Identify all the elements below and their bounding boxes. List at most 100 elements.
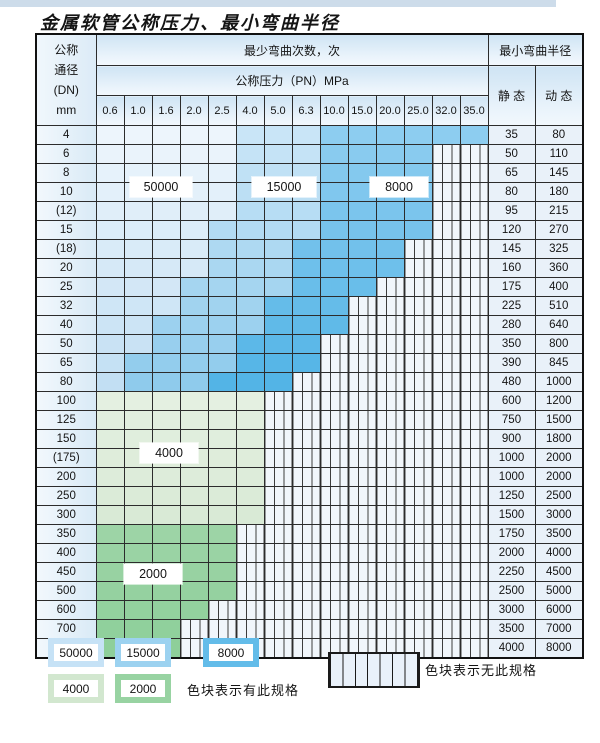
pressure-cell-8000 <box>319 163 349 183</box>
dynamic-cell: 510 <box>534 296 584 316</box>
pressure-cell-4000 <box>151 391 181 411</box>
pressure-cell-nospec <box>319 619 349 639</box>
legend-swatch-50000: 50000 <box>48 638 104 667</box>
pressure-cell-4000 <box>235 429 265 449</box>
pressure-cell-nospec <box>291 581 321 601</box>
pressure-cell-nospec <box>375 315 405 335</box>
header-pressure: 公称压力（PN）MPa <box>95 65 489 96</box>
pressure-cell-8000 <box>375 201 405 221</box>
static-cell: 1750 <box>487 524 536 544</box>
pressure-cell-nospec <box>375 486 405 506</box>
pressure-cell-nospec <box>375 467 405 487</box>
pressure-cell-nospec <box>459 201 489 221</box>
pressure-cell-nospec <box>235 619 265 639</box>
pressure-cell-15000 <box>179 334 209 354</box>
pressure-cell-nospec <box>375 296 405 316</box>
pressure-cell-4000 <box>207 448 237 468</box>
header-row-3: 0.6 1.0 1.6 2.0 2.5 4.0 5.0 6.3 10.0 15.0 20.0 25.0… <box>36 95 583 126</box>
pressure-cell-nospec <box>235 543 265 563</box>
pressure-cell-50000 <box>123 201 153 221</box>
dynamic-cell: 400 <box>534 277 584 297</box>
pressure-cell-nospec <box>431 391 461 411</box>
dynamic-cell: 5000 <box>534 581 584 601</box>
pressure-cell-nospec <box>375 277 405 297</box>
pressure-cell-nospec <box>291 619 321 639</box>
static-cell: 480 <box>487 372 536 392</box>
dn-cell: 700 <box>35 619 97 639</box>
pressure-cell-15000 <box>263 125 293 145</box>
table-row-dn-4: 4 35 80 <box>35 125 584 145</box>
pressure-cell-nospec <box>431 581 461 601</box>
pressure-cell-nospec <box>459 467 489 487</box>
pressure-cell-15000 <box>207 277 237 297</box>
legend-swatch-2000: 2000 <box>115 674 171 703</box>
pressure-cell-nospec <box>347 296 377 316</box>
pressure-cell-2000 <box>151 524 181 544</box>
spec-table: 公称 通径 (DN) mm 最少弯曲次数，次 最小弯曲半径 公称压力（PN）MPa 静… <box>35 33 584 659</box>
pressure-cell-nospec <box>319 372 349 392</box>
dn-cell: 350 <box>35 524 97 544</box>
pressure-cell-nospec <box>347 410 377 430</box>
pressure-cell-8000 <box>319 144 349 164</box>
pressure-cell-2000 <box>123 581 153 601</box>
pressure-col-header: 5.0 <box>263 95 293 126</box>
pressure-cell-4000 <box>95 448 125 468</box>
pressure-cell-2000 <box>151 581 181 601</box>
dn-cell: 8 <box>35 163 97 183</box>
pressure-cell-nospec <box>319 429 349 449</box>
pressure-cell-4000 <box>123 486 153 506</box>
pressure-cell-4000 <box>235 467 265 487</box>
pressure-cell-nospec <box>291 543 321 563</box>
pressure-cell-nospec <box>431 638 461 659</box>
pressure-cell-nospec <box>319 486 349 506</box>
pressure-cell-nospec <box>347 334 377 354</box>
pressure-cell-8000 <box>319 182 349 202</box>
dn-cell: 400 <box>35 543 97 563</box>
dn-cell: 80 <box>35 372 97 392</box>
pressure-cell-15000 <box>179 353 209 373</box>
pressure-cell-nospec <box>459 220 489 240</box>
dn-cell: 20 <box>35 258 97 278</box>
dynamic-cell: 2000 <box>534 448 584 468</box>
pressure-cell-4000 <box>179 410 209 430</box>
pressure-cell-50000 <box>151 220 181 240</box>
dynamic-cell: 3000 <box>534 505 584 525</box>
pressure-cell-50000 <box>151 144 181 164</box>
dn-cell: 500 <box>35 581 97 601</box>
static-cell: 280 <box>487 315 536 335</box>
pressure-cell-nospec <box>263 638 293 659</box>
pressure-cell-15000 <box>235 220 265 240</box>
pressure-cell-8000 <box>235 372 265 392</box>
pressure-cell-2000 <box>123 524 153 544</box>
dn-cell: 125 <box>35 410 97 430</box>
pressure-cell-nospec <box>459 315 489 335</box>
pressure-cell-nospec <box>403 372 433 392</box>
pressure-cell-nospec <box>459 505 489 525</box>
pressure-cell-4000 <box>207 505 237 525</box>
table-row-dn-20: 20 160 360 <box>35 258 584 278</box>
pressure-cell-nospec <box>235 581 265 601</box>
dynamic-cell: 1800 <box>534 429 584 449</box>
pressure-cell-nospec <box>403 353 433 373</box>
dynamic-cell: 4000 <box>534 543 584 563</box>
static-cell: 50 <box>487 144 536 164</box>
pressure-cell-50000 <box>207 182 237 202</box>
pressure-cell-nospec <box>347 429 377 449</box>
pressure-cell-4000 <box>123 410 153 430</box>
pressure-cell-8000 <box>347 182 377 202</box>
dynamic-cell: 4500 <box>534 562 584 582</box>
table-row-dn-32: 32 225 510 <box>35 296 584 316</box>
pressure-cell-2000 <box>95 600 125 620</box>
pressure-cell-4000 <box>207 486 237 506</box>
table-row-dn-200: 200 1000 2000 <box>35 467 584 487</box>
pressure-cell-15000 <box>263 144 293 164</box>
pressure-cell-4000 <box>235 391 265 411</box>
pressure-cell-2000 <box>95 581 125 601</box>
dn-cell: 25 <box>35 277 97 297</box>
pressure-cell-nospec <box>291 600 321 620</box>
pressure-cell-8000 <box>347 277 377 297</box>
pressure-cell-15000 <box>207 353 237 373</box>
pressure-cell-8000 <box>347 258 377 278</box>
pressure-cell-4000 <box>95 410 125 430</box>
pressure-cell-nospec <box>235 524 265 544</box>
